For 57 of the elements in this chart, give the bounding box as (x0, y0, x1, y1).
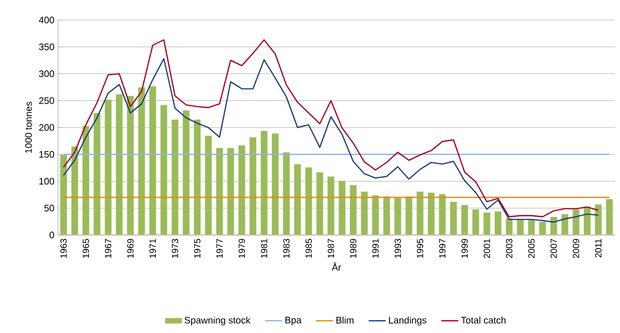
x-tick-label: 2005 (528, 238, 535, 258)
bar (116, 94, 123, 235)
x-tick-label: 1977 (216, 238, 223, 258)
bar (316, 172, 324, 235)
y-tick-label: 200 (39, 124, 54, 131)
x-tick-label: 1989 (350, 238, 356, 258)
y-tick-label: 300 (39, 70, 54, 78)
x-tick-label: 2003 (506, 238, 512, 258)
bar (394, 198, 402, 235)
y-tick-label: 100 (39, 178, 54, 185)
x-tick-label: 2007 (550, 238, 557, 258)
x-tick-label: 1973 (172, 238, 178, 258)
legend-label: Blim (336, 316, 354, 324)
y-tick-label: 150 (39, 151, 54, 158)
x-tick-label: 1965 (82, 238, 90, 258)
x-tick-label: 1963 (60, 238, 67, 258)
legend-label: Landings (389, 316, 426, 326)
x-tick-label: 1985 (305, 238, 312, 258)
y-tick-label: 50 (44, 204, 54, 212)
x-tick-label: 1981 (260, 238, 268, 258)
x-tick-label: 1987 (328, 238, 334, 258)
bar (160, 104, 168, 235)
x-tick-label: 1983 (283, 238, 290, 258)
bar (149, 86, 156, 235)
y-axis-title: 1000 tonnes (25, 102, 32, 153)
x-tick-label: 2011 (595, 238, 602, 258)
bar (104, 99, 112, 235)
bar (282, 152, 290, 235)
y-tick-label: 350 (39, 44, 54, 50)
y-tick-label: 400 (38, 16, 54, 24)
bar (472, 209, 480, 235)
x-tick-label: 1971 (150, 238, 156, 258)
x-tick-label: 1969 (127, 238, 134, 258)
bar (460, 204, 468, 235)
x-axis-title: År (332, 262, 342, 271)
y-tick-label: 250 (39, 97, 54, 104)
y-tick-label: 0 (50, 232, 54, 238)
bar (260, 130, 268, 235)
bar (272, 133, 279, 235)
legend-label: Bpa (285, 316, 302, 326)
x-tick-label: 1995 (416, 238, 424, 258)
x-tick-label: 1975 (194, 238, 200, 258)
x-tick-label: 2001 (484, 238, 490, 258)
legend-label: Total catch (461, 316, 506, 324)
bar (204, 135, 212, 235)
bar (227, 148, 234, 235)
legend-label: Spawning stock (184, 316, 250, 326)
x-tick-label: 1993 (394, 238, 401, 258)
bar (238, 145, 246, 235)
bar (182, 110, 190, 235)
x-tick-label: 1997 (439, 238, 446, 258)
x-tick-label: 2009 (572, 238, 580, 258)
x-tick-label: 1999 (461, 238, 468, 258)
x-tick-label: 1991 (372, 238, 379, 258)
x-tick-label: 1967 (104, 238, 112, 258)
bar (305, 167, 312, 235)
x-tick-label: 1979 (238, 238, 245, 258)
